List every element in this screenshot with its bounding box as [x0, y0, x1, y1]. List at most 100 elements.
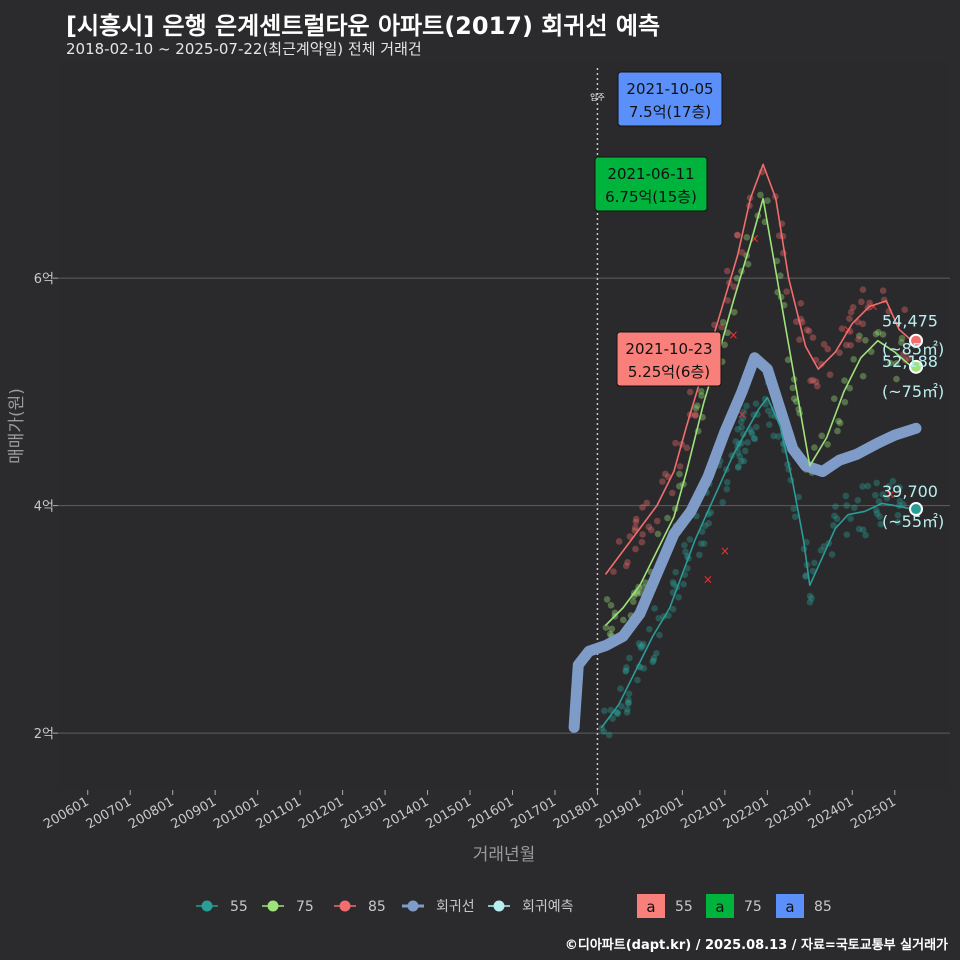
- x-tick-label: 201601: [466, 794, 516, 832]
- scatter-point-55: [601, 707, 608, 715]
- scatter-point-85: [610, 568, 617, 576]
- scatter-point-85: [686, 388, 694, 396]
- scatter-point-55: [697, 540, 705, 547]
- scatter-point-85: [668, 489, 676, 497]
- scatter-point-75: [784, 356, 792, 364]
- scatter-point-55: [831, 512, 838, 520]
- scatter-point-55: [719, 499, 726, 506]
- scatter-point-55: [669, 578, 677, 586]
- x-tick-label: 202301: [763, 794, 813, 832]
- x-tick-label: 202201: [721, 794, 771, 832]
- scatter-point-85: [836, 349, 843, 357]
- scatter-point-55: [808, 594, 815, 602]
- end-area-55: (~55㎡): [882, 512, 944, 531]
- scatter-point-85: [683, 444, 691, 452]
- scatter-point-75: [629, 598, 637, 606]
- scatter-point-55: [669, 605, 677, 613]
- scatter-point-55: [650, 657, 657, 664]
- legend-box-key: [637, 894, 665, 918]
- scatter-point-55: [672, 568, 679, 576]
- scatter-point-55: [741, 447, 749, 455]
- scatter-point-55: [802, 573, 809, 580]
- scatter-point-55: [828, 551, 836, 558]
- legend-dot-key: [407, 900, 419, 912]
- scatter-point-55: [653, 650, 660, 657]
- scatter-point-75: [606, 630, 614, 638]
- scatter-point-85: [847, 308, 855, 316]
- y-tick-label: 4억: [34, 500, 54, 515]
- cancel-marker: ×: [720, 544, 730, 558]
- scatter-point-85: [724, 297, 731, 304]
- scatter-point-55: [707, 509, 715, 516]
- scatter-point-55: [723, 478, 731, 486]
- scatter-point-55: [680, 580, 687, 588]
- annotation-box-75: [594, 156, 708, 212]
- scatter-point-55: [889, 477, 897, 485]
- scatter-point-75: [773, 257, 781, 265]
- scatter-point-75: [757, 191, 764, 199]
- scatter-point-55: [883, 494, 891, 502]
- scatter-point-85: [692, 412, 699, 419]
- scatter-point-55: [833, 515, 841, 523]
- scatter-point-85: [809, 334, 817, 341]
- scatter-point-75: [694, 402, 701, 409]
- scatter-point-55: [732, 438, 740, 445]
- scatter-point-75: [724, 329, 731, 337]
- scatter-point-55: [843, 502, 851, 509]
- scatter-point-55: [682, 548, 689, 556]
- scatter-point-75: [834, 427, 841, 435]
- scatter-point-55: [743, 402, 750, 410]
- scatter-point-55: [750, 435, 758, 442]
- scatter-point-85: [812, 378, 820, 386]
- scatter-point-55: [843, 531, 851, 538]
- scatter-point-55: [740, 408, 748, 416]
- x-tick-label: 202501: [848, 794, 898, 832]
- scatter-point-55: [894, 518, 902, 526]
- source-caption: ©디아파트(dapt.kr) / 2025.08.13 / 자료=국토교통부 실…: [564, 938, 948, 953]
- legend-box-label: 85: [814, 899, 832, 915]
- scatter-point-85: [738, 249, 746, 256]
- scatter-point-55: [790, 505, 798, 512]
- scatter-point-55: [832, 503, 839, 510]
- legend-label: 75: [296, 899, 314, 915]
- x-tick-label: 201401: [381, 794, 431, 832]
- scatter-point-85: [632, 518, 640, 526]
- scatter-point-85: [639, 531, 646, 538]
- x-tick-label: 201701: [508, 794, 558, 832]
- scatter-point-55: [748, 430, 756, 438]
- y-axis-title: 매매가(원): [7, 388, 27, 464]
- scatter-point-55: [634, 676, 641, 684]
- series-line-85: [605, 163, 913, 575]
- scatter-point-75: [676, 470, 683, 478]
- scatter-point-85: [847, 341, 854, 349]
- scatter-point-55: [738, 424, 745, 431]
- scatter-point-85: [803, 326, 811, 334]
- scatter-point-85: [866, 299, 873, 307]
- scatter-point-85: [900, 351, 907, 358]
- x-axis-title: 거래년월: [473, 845, 536, 865]
- scatter-point-75: [789, 384, 797, 392]
- annotation-price-85: 7.5억(17층): [629, 103, 711, 121]
- scatter-point-55: [600, 728, 608, 736]
- scatter-point-85: [734, 231, 741, 239]
- y-tick-label: 2억: [34, 727, 54, 742]
- scatter-point-85: [632, 545, 639, 553]
- scatter-point-55: [735, 463, 742, 470]
- scatter-point-55: [626, 654, 633, 662]
- scatter-point-75: [697, 388, 705, 395]
- scatter-point-85: [818, 360, 825, 368]
- scatter-point-55: [646, 625, 653, 633]
- x-tick-label: 200701: [84, 794, 134, 832]
- scatter-point-55: [650, 654, 658, 662]
- scatter-point-55: [617, 685, 624, 693]
- scatter-point-55: [698, 528, 706, 535]
- scatter-point-55: [873, 507, 880, 514]
- scatter-point-55: [744, 439, 751, 446]
- scatter-point-85: [662, 470, 669, 478]
- scatter-point-85: [615, 538, 623, 545]
- annotation-price-55: 5.25억(6층): [628, 363, 710, 381]
- scatter-point-75: [603, 596, 611, 603]
- scatter-point-85: [622, 562, 630, 570]
- chart-subtitle: 2018-02-10 ~ 2025-07-22(최근계약일) 전체 거래건: [66, 40, 422, 58]
- end-area-85: (~85㎡): [882, 340, 944, 359]
